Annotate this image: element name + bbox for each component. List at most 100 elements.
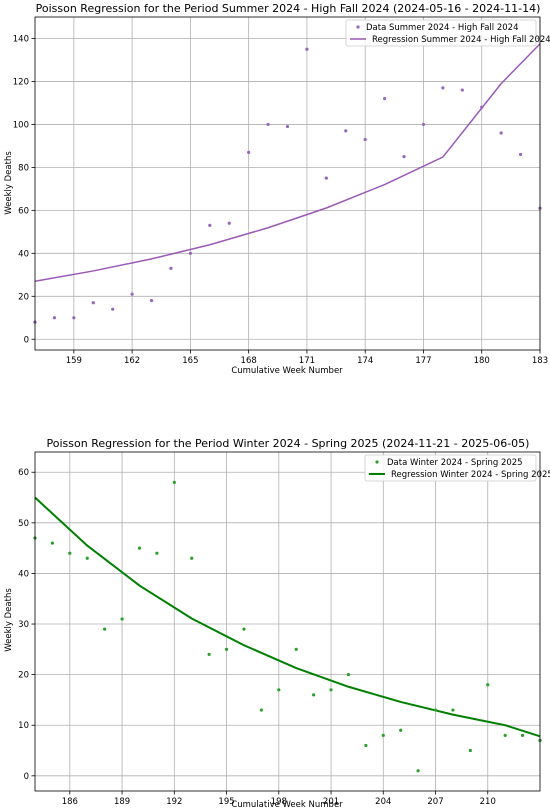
x-tick-label: 168 <box>241 356 257 366</box>
x-tick-label: 183 <box>532 356 548 366</box>
x-tick-label: 201 <box>323 797 339 807</box>
data-point <box>383 97 387 101</box>
y-tick-label: 100 <box>13 120 29 130</box>
data-point <box>266 122 270 127</box>
data-point <box>277 688 281 692</box>
y-tick-label: 0 <box>24 772 29 782</box>
plot-frame <box>34 16 541 351</box>
data-point <box>344 129 348 133</box>
data-point <box>208 223 212 227</box>
y-tick-label: 0 <box>24 335 29 345</box>
y-tick-label: 60 <box>18 206 29 216</box>
x-tick-label: 180 <box>474 356 490 366</box>
plot-frame <box>34 451 541 792</box>
legend-label-data: Data Summer 2024 - High Fall 2024 <box>366 23 518 33</box>
x-tick-label: 159 <box>66 356 82 366</box>
x-axis-label: Cumulative Week Number <box>231 800 343 810</box>
y-tick-label: 80 <box>18 163 29 173</box>
data-point <box>120 617 124 621</box>
data-point <box>381 733 385 737</box>
data-point <box>518 152 523 157</box>
x-tick-label: 195 <box>218 797 234 807</box>
data-point <box>402 155 406 159</box>
data-point <box>305 47 309 51</box>
data-point <box>50 541 55 545</box>
data-point <box>149 298 154 303</box>
data-point <box>259 708 263 712</box>
marks <box>33 480 542 773</box>
chart-title: Poisson Regression for the Period Summer… <box>36 2 541 15</box>
y-tick-label: 20 <box>18 292 29 302</box>
legend: Data Winter 2024 - Spring 2025 Regressio… <box>364 454 550 482</box>
x-tick-label: 186 <box>62 797 78 807</box>
data-point <box>91 301 95 305</box>
data-point <box>421 122 426 127</box>
regression-line <box>34 496 541 738</box>
data-point <box>329 688 333 692</box>
data-point <box>346 673 351 677</box>
x-tick-label: 189 <box>114 797 130 807</box>
x-tick-label: 207 <box>427 797 443 807</box>
y-tick-label: 60 <box>18 468 29 478</box>
data-point <box>399 728 403 732</box>
y-tick-label: 30 <box>18 620 29 630</box>
legend-label-data: Data Winter 2024 - Spring 2025 <box>387 458 523 468</box>
data-point <box>155 551 159 555</box>
data-point <box>499 131 503 135</box>
y-axis-label: Weekly Deaths <box>4 588 14 652</box>
x-axis-label: Cumulative Week Number <box>231 366 343 376</box>
legend: Data Summer 2024 - High Fall 2024 Regres… <box>345 19 550 47</box>
data-point <box>247 150 251 154</box>
data-point <box>416 769 420 773</box>
y-tick-label: 40 <box>18 249 29 259</box>
data-point <box>188 251 192 255</box>
data-point <box>486 683 490 687</box>
data-point <box>441 86 445 90</box>
x-tick-label: 165 <box>182 356 198 366</box>
y-tick-label: 50 <box>18 519 29 529</box>
data-point <box>480 105 484 109</box>
data-point <box>433 708 438 712</box>
y-tick-label: 40 <box>18 569 29 579</box>
marks <box>33 43 542 324</box>
x-tick-label: 162 <box>124 356 140 366</box>
data-point <box>130 292 134 296</box>
data-point <box>103 627 107 631</box>
data-point <box>312 693 316 697</box>
data-point <box>52 316 57 320</box>
y-tick-label: 10 <box>18 721 29 731</box>
legend-marker-data <box>356 25 360 29</box>
y-axis-label: Weekly Deaths <box>4 151 14 215</box>
data-point <box>169 266 173 270</box>
data-point <box>451 708 455 712</box>
data-point <box>190 556 194 560</box>
data-point <box>111 307 115 311</box>
x-tick-label: 177 <box>415 356 431 366</box>
legend-label-regression: Regression Summer 2024 - High Fall 2024 <box>372 35 550 45</box>
chart-winter-spring-2025: Poisson Regression for the Period Winter… <box>4 437 550 810</box>
legend-label-regression: Regression Winter 2024 - Spring 2025 <box>391 470 550 480</box>
y-tick-label: 120 <box>13 77 29 87</box>
data-point <box>72 316 76 320</box>
data-point <box>224 647 229 651</box>
data-point <box>172 480 176 484</box>
ticks: 159 162 165 168 171 174 177 180 183 0 20 40 60 80 100 1… <box>13 34 548 366</box>
data-point <box>460 88 464 92</box>
data-point <box>227 221 231 225</box>
data-point <box>68 551 72 555</box>
y-tick-label: 20 <box>18 671 29 681</box>
data-point <box>294 647 298 651</box>
ticks: 186 189 192 195 198 201 204 207 210 0 10 20 30 40 50 60 <box>18 468 496 807</box>
legend-box <box>364 454 537 482</box>
data-point <box>137 546 142 550</box>
legend-marker-data <box>375 460 379 464</box>
x-tick-label: 192 <box>166 797 182 807</box>
chart-summer-fall-2024: Poisson Regression for the Period Summer… <box>4 2 550 376</box>
y-tick-label: 140 <box>13 34 29 44</box>
data-point <box>363 137 367 142</box>
data-point <box>364 743 368 748</box>
legend-box <box>345 19 537 47</box>
x-tick-label: 171 <box>299 356 315 366</box>
data-point <box>207 652 211 656</box>
grid <box>35 17 541 350</box>
